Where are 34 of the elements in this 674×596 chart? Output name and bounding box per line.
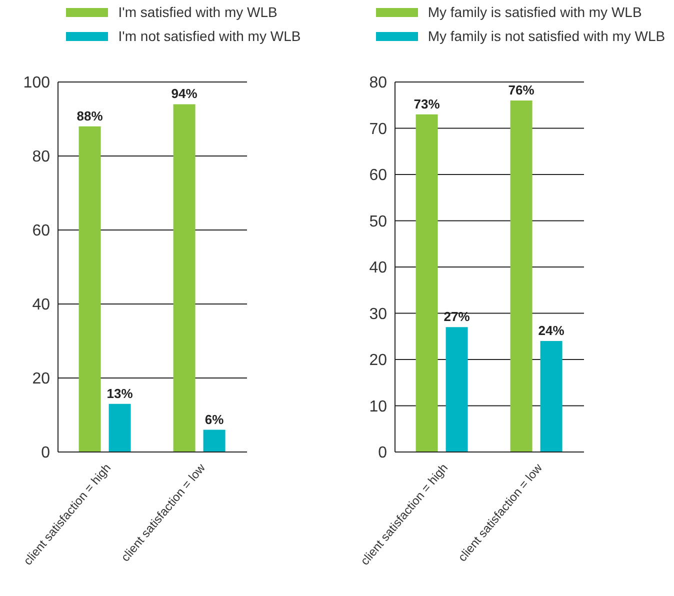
data-label: 94% (171, 86, 198, 102)
bar (510, 100, 532, 452)
legend-label: My family is not satisfied with my WLB (428, 28, 666, 44)
legend-label: I'm satisfied with my WLB (118, 4, 278, 20)
y-tick-label: 80 (369, 74, 388, 92)
legend-label: I'm not satisfied with my WLB (118, 28, 301, 44)
y-tick-label: 60 (369, 167, 388, 184)
data-label: 76% (508, 82, 535, 98)
y-tick-label: 0 (41, 444, 50, 462)
y-tick-label: 10 (369, 398, 388, 416)
y-tick-label: 20 (32, 370, 50, 388)
data-label: 24% (538, 323, 565, 338)
bar (173, 104, 196, 452)
y-tick-label: 40 (32, 296, 50, 314)
y-tick-label: 20 (369, 352, 388, 370)
bar (108, 404, 131, 452)
y-tick-label: 40 (369, 260, 388, 277)
bar (446, 327, 468, 452)
data-label: 6% (204, 412, 224, 427)
y-tick-label: 80 (32, 148, 50, 166)
bar (416, 114, 438, 452)
bar (78, 126, 101, 452)
y-tick-label: 30 (369, 306, 388, 323)
y-tick-label: 100 (23, 74, 50, 92)
data-label: 73% (414, 96, 440, 112)
bar (540, 341, 562, 452)
y-tick-label: 70 (369, 120, 388, 138)
legend-label: My family is satisfied with my WLB (428, 4, 642, 20)
y-tick-label: 60 (32, 222, 50, 240)
y-tick-label: 0 (378, 444, 388, 462)
bar (203, 430, 226, 452)
data-label: 88% (76, 108, 104, 124)
y-tick-label: 50 (369, 213, 388, 230)
data-label: 13% (106, 386, 134, 401)
